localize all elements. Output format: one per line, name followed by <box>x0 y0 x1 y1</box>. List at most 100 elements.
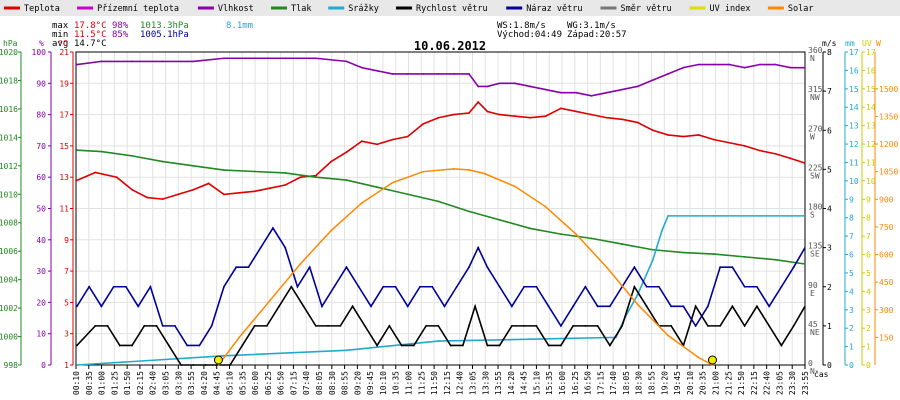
series-line-4 <box>76 284 806 366</box>
series-4-point-59 <box>780 344 783 347</box>
series-5-point-58 <box>780 285 783 288</box>
direction-compass-label-7: NW <box>810 93 820 102</box>
series-0-point-29 <box>514 115 516 118</box>
uv-tick-label-12: 12 <box>866 140 876 149</box>
series-4-point-34 <box>480 324 483 327</box>
series-6-point-13 <box>575 233 578 236</box>
series-1-point-26 <box>590 94 593 97</box>
series-5-point-14 <box>247 266 250 269</box>
series-1-point-36 <box>743 66 746 69</box>
series-4-point-33 <box>474 305 477 308</box>
series-4-point-18 <box>302 305 305 308</box>
series-4-point-0 <box>76 344 78 347</box>
series-5-point-11 <box>210 324 213 327</box>
series-3-point-9 <box>661 229 663 232</box>
series-4-point-14 <box>253 324 256 327</box>
pressure-tick-label-0: 998 <box>4 361 19 370</box>
series-5-point-10 <box>198 344 201 347</box>
x-tick-label-2: 01:00 <box>98 371 107 395</box>
series-0-point-15 <box>314 174 317 177</box>
stat-min-label: min <box>52 30 68 40</box>
series-0-point-27 <box>486 110 489 113</box>
series-4-point-28 <box>425 324 428 327</box>
rain-tick-label-9: 9 <box>849 195 854 204</box>
series-1-point-39 <box>789 66 792 69</box>
uv-tick-label-7: 7 <box>866 232 871 241</box>
series-1-point-20 <box>498 82 501 85</box>
series-5-point-44 <box>608 305 611 308</box>
series-4-point-3 <box>118 344 121 347</box>
series-0-point-23 <box>437 116 440 119</box>
series-4-point-42 <box>572 324 575 327</box>
series-5-point-40 <box>559 324 562 327</box>
x-tick-label-26: 11:00 <box>405 371 414 395</box>
series-1-point-1 <box>100 60 103 63</box>
series-5-point-1 <box>88 285 91 288</box>
series-4-point-56 <box>743 324 746 327</box>
series-4-point-21 <box>339 324 342 327</box>
series-0-point-36 <box>621 118 624 121</box>
direction-tick-label-4: 180 <box>808 203 823 212</box>
x-tick-label-29: 12:15 <box>443 371 452 395</box>
series-4-point-6 <box>155 324 158 327</box>
rain-tick-label-5: 5 <box>849 269 854 278</box>
series-6-point-9 <box>468 168 470 171</box>
unit-ms: m/s <box>822 39 837 48</box>
series-6-point-1 <box>238 336 241 339</box>
rain-tick-label-3: 3 <box>849 306 854 315</box>
humidity-tick-label-7: 70 <box>36 142 46 151</box>
series-4-point-19 <box>314 324 317 327</box>
series-1-point-14 <box>422 73 424 75</box>
series-5-point-17 <box>284 246 287 249</box>
temperature-tick-label-0: 1 <box>64 361 69 370</box>
x-tick-label-22: 09:20 <box>353 371 362 395</box>
series-6-point-2 <box>268 299 271 302</box>
x-tick-label-52: 21:50 <box>737 371 746 395</box>
series-2-point-3 <box>161 160 164 163</box>
series-2-point-17 <box>590 237 593 240</box>
legend-label-0: Teplota <box>24 4 60 14</box>
legend-label-8: UV index <box>710 4 751 14</box>
series-5-point-28 <box>419 285 421 288</box>
series-2-point-23 <box>774 258 777 261</box>
humidity-tick-label-2: 20 <box>36 298 46 307</box>
series-1-point-7 <box>284 57 287 60</box>
series-5-point-15 <box>259 246 262 249</box>
direction-tick-label-6: 270 <box>808 124 823 133</box>
series-6-point-6 <box>391 181 394 184</box>
series-0-point-8 <box>207 182 210 185</box>
series-5-point-46 <box>633 266 636 269</box>
series-0-point-19 <box>376 143 378 146</box>
series-5-point-22 <box>345 266 348 269</box>
temperature-tick-label-3: 7 <box>64 267 69 276</box>
legend-label-6: Náraz větru <box>526 4 582 14</box>
series-1-point-15 <box>437 73 440 75</box>
series-0-point-17 <box>345 151 348 154</box>
series-0-point-16 <box>330 160 333 163</box>
x-tick-label-25: 10:35 <box>392 371 401 395</box>
series-1-point-5 <box>223 57 225 60</box>
series-4-point-50 <box>670 324 673 327</box>
x-tick-label-1: 00:35 <box>85 371 94 395</box>
x-tick-label-14: 06:00 <box>251 371 260 395</box>
x-tick-label-34: 14:20 <box>507 371 516 395</box>
series-4-point-39 <box>535 324 538 327</box>
rain-tick-label-1: 1 <box>849 343 854 352</box>
solar-tick-label-8: 1350 <box>879 112 898 121</box>
pressure-tick-label-9: 1016 <box>0 105 18 114</box>
pressure-tick-label-3: 1004 <box>0 276 18 285</box>
rain-tick-label-7: 7 <box>849 232 854 241</box>
pressure-tick-label-11: 1020 <box>0 48 18 57</box>
series-2-point-1 <box>100 150 103 153</box>
x-tick-label-15: 06:25 <box>264 371 273 395</box>
temperature-tick-label-8: 17 <box>59 111 69 120</box>
x-tick-label-24: 10:10 <box>379 371 388 395</box>
series-6-point-5 <box>360 202 363 204</box>
x-tick-label-36: 15:10 <box>532 371 541 395</box>
legend-label-2: Vlhkost <box>218 4 254 14</box>
series-0-point-45 <box>759 149 761 152</box>
x-tick-label-55: 23:05 <box>775 371 784 395</box>
uv-tick-label-1: 1 <box>866 343 871 352</box>
x-tick-label-35: 14:45 <box>520 371 529 395</box>
pressure-tick-label-2: 1002 <box>0 304 18 313</box>
